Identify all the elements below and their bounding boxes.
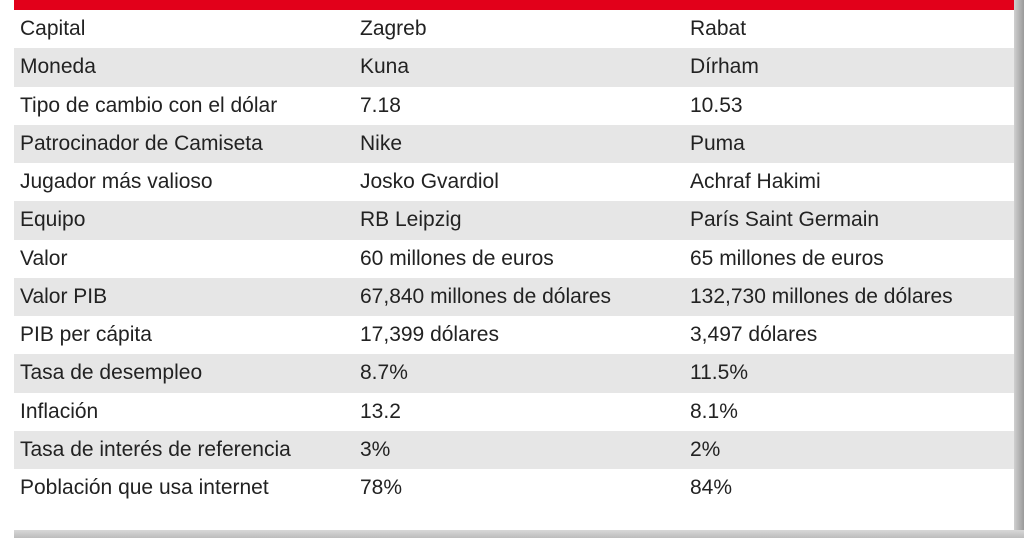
row-value-1: 60 millones de euros [354, 240, 684, 278]
row-value-2: Achraf Hakimi [684, 163, 1014, 201]
row-label: Valor PIB [14, 278, 354, 316]
row-value-1: RB Leipzig [354, 201, 684, 239]
row-value-1: Kuna [354, 48, 684, 86]
row-label: Capital [14, 10, 354, 48]
row-value-2: 132,730 millones de dólares [684, 278, 1014, 316]
row-label: Jugador más valioso [14, 163, 354, 201]
table-row: Jugador más valiosoJosko GvardiolAchraf … [14, 163, 1014, 201]
table-row: Valor60 millones de euros65 millones de … [14, 240, 1014, 278]
row-value-2: Dírham [684, 48, 1014, 86]
row-value-1: 3% [354, 431, 684, 469]
row-label: PIB per cápita [14, 316, 354, 354]
row-value-2: Rabat [684, 10, 1014, 48]
row-label: Inflación [14, 393, 354, 431]
row-label: Valor [14, 240, 354, 278]
table-row: Patrocinador de CamisetaNikePuma [14, 125, 1014, 163]
row-label: Equipo [14, 201, 354, 239]
row-value-2: 84% [684, 469, 1014, 507]
table-row: Valor PIB67,840 millones de dólares132,7… [14, 278, 1014, 316]
row-value-2: París Saint Germain [684, 201, 1014, 239]
table-row: Tasa de interés de referencia3%2% [14, 431, 1014, 469]
row-label: Tipo de cambio con el dólar [14, 87, 354, 125]
row-value-2: 10.53 [684, 87, 1014, 125]
row-label: Patrocinador de Camiseta [14, 125, 354, 163]
table-row: Tipo de cambio con el dólar7.1810.53 [14, 87, 1014, 125]
row-value-1: Nike [354, 125, 684, 163]
comparison-table: CapitalZagrebRabatMonedaKunaDírhamTipo d… [14, 10, 1014, 507]
row-value-1: 7.18 [354, 87, 684, 125]
row-value-2: 2% [684, 431, 1014, 469]
row-label: Moneda [14, 48, 354, 86]
table-row: CapitalZagrebRabat [14, 10, 1014, 48]
table-row: Población que usa internet78%84% [14, 469, 1014, 507]
row-value-2: 65 millones de euros [684, 240, 1014, 278]
table-row: Tasa de desempleo8.7%11.5% [14, 354, 1014, 392]
table-row: MonedaKunaDírham [14, 48, 1014, 86]
header-bar [14, 0, 1014, 10]
row-value-2: Puma [684, 125, 1014, 163]
row-value-1: Zagreb [354, 10, 684, 48]
shadow-bottom [14, 530, 1024, 538]
row-label: Tasa de desempleo [14, 354, 354, 392]
table-row: EquipoRB LeipzigParís Saint Germain [14, 201, 1014, 239]
table-container: CapitalZagrebRabatMonedaKunaDírhamTipo d… [14, 0, 1014, 538]
row-value-2: 8.1% [684, 393, 1014, 431]
row-value-2: 11.5% [684, 354, 1014, 392]
row-value-1: Josko Gvardiol [354, 163, 684, 201]
row-value-1: 8.7% [354, 354, 684, 392]
table-row: PIB per cápita17,399 dólares3,497 dólare… [14, 316, 1014, 354]
row-value-2: 3,497 dólares [684, 316, 1014, 354]
shadow-right [1014, 0, 1024, 538]
table-body: CapitalZagrebRabatMonedaKunaDírhamTipo d… [14, 10, 1014, 507]
row-label: Tasa de interés de referencia [14, 431, 354, 469]
row-value-1: 67,840 millones de dólares [354, 278, 684, 316]
row-value-1: 13.2 [354, 393, 684, 431]
table-row: Inflación13.28.1% [14, 393, 1014, 431]
row-value-1: 78% [354, 469, 684, 507]
viewport: CapitalZagrebRabatMonedaKunaDírhamTipo d… [0, 0, 1024, 538]
row-label: Población que usa internet [14, 469, 354, 507]
row-value-1: 17,399 dólares [354, 316, 684, 354]
